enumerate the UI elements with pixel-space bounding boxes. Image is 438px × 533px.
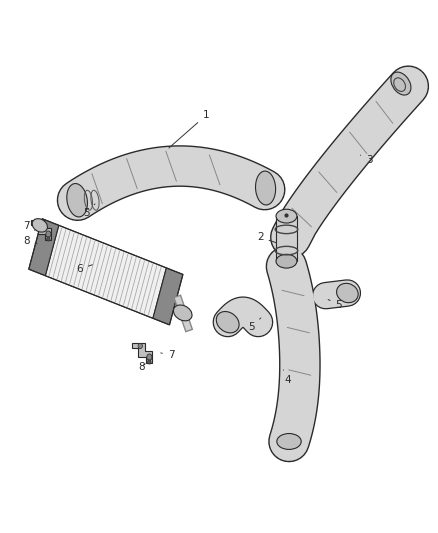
Ellipse shape (67, 183, 88, 217)
Text: 5: 5 (83, 204, 95, 219)
Ellipse shape (255, 171, 276, 205)
Polygon shape (153, 268, 183, 325)
Circle shape (147, 354, 152, 360)
Text: 1: 1 (169, 110, 209, 148)
Text: 7: 7 (161, 350, 174, 360)
Circle shape (47, 237, 50, 241)
Ellipse shape (32, 219, 47, 232)
Text: 4: 4 (283, 370, 291, 385)
Ellipse shape (336, 284, 358, 303)
Ellipse shape (391, 72, 411, 95)
Ellipse shape (277, 433, 301, 449)
Text: 8: 8 (23, 236, 37, 246)
Polygon shape (31, 220, 51, 240)
Circle shape (148, 360, 151, 364)
Text: 7: 7 (23, 221, 35, 231)
Polygon shape (132, 343, 152, 363)
Text: 3: 3 (360, 155, 372, 165)
Circle shape (46, 231, 51, 237)
FancyBboxPatch shape (276, 216, 297, 261)
Ellipse shape (173, 305, 192, 321)
Ellipse shape (216, 311, 239, 333)
Text: 5: 5 (248, 318, 261, 333)
Ellipse shape (276, 209, 297, 223)
Text: 5: 5 (328, 300, 342, 310)
Text: 6: 6 (76, 264, 92, 274)
Ellipse shape (276, 254, 297, 268)
Text: 2: 2 (257, 232, 276, 243)
Polygon shape (45, 225, 166, 318)
Text: 8: 8 (138, 362, 145, 372)
Circle shape (138, 343, 142, 349)
Polygon shape (29, 219, 59, 276)
